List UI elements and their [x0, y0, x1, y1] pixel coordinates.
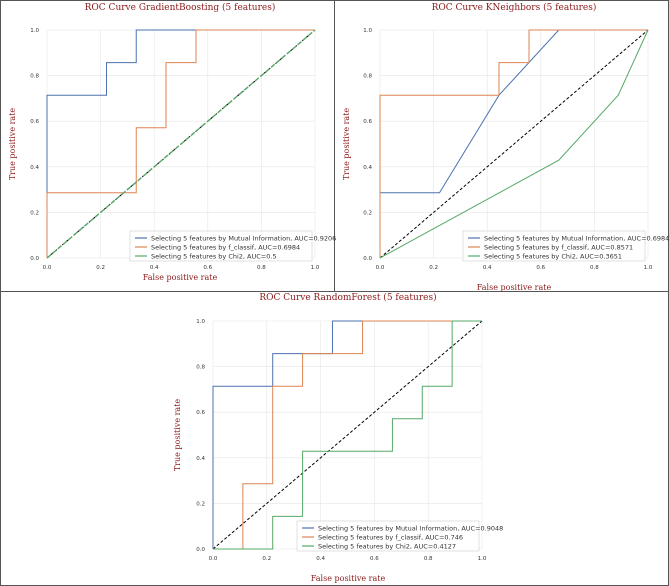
- legend-entry: Selecting 5 features by f_classif, AUC=0…: [318, 533, 463, 541]
- legend-entry: Selecting 5 features by f_classif, AUC=0…: [484, 243, 633, 251]
- x-tick-label: 0.4: [150, 265, 159, 271]
- y-tick-label: 0.4: [363, 165, 372, 171]
- x-tick-label: 0.4: [483, 265, 492, 271]
- y-tick-label: 0.2: [196, 501, 205, 507]
- x-tick-label: 0.8: [257, 265, 266, 271]
- x-tick-label: 0.0: [376, 265, 385, 271]
- x-tick-label: 0.2: [262, 556, 271, 562]
- y-tick-label: 0.6: [30, 119, 39, 125]
- x-tick-label: 1.0: [478, 556, 487, 562]
- x-tick-label: 1.0: [644, 265, 653, 271]
- roc-series-line: [213, 320, 482, 550]
- y-tick-label: 0.8: [30, 74, 39, 80]
- legend-entry: Selecting 5 features by Mutual Informati…: [484, 234, 669, 242]
- x-axis-label: False positive rate: [477, 283, 552, 292]
- x-tick-label: 0.0: [43, 265, 52, 271]
- chart-title: ROC Curve RandomForest (5 features): [259, 292, 436, 303]
- y-tick-label: 0.2: [363, 210, 372, 216]
- x-tick-label: 0.2: [429, 265, 438, 271]
- roc-series-line: [46, 29, 315, 258]
- y-tick-label: 0.6: [196, 410, 205, 416]
- y-tick-label: 0.2: [30, 210, 39, 216]
- chart-title: ROC Curve GradientBoosting (5 features): [85, 2, 276, 13]
- y-tick-label: 0.0: [196, 547, 205, 553]
- y-tick-label: 0.0: [363, 256, 372, 262]
- y-tick-label: 0.6: [363, 119, 372, 125]
- y-tick-label: 1.0: [363, 28, 372, 34]
- x-tick-label: 0.8: [590, 265, 599, 271]
- roc-panel: 0.0 0.2 0.4 0.6 0.8 1.0 0.0 0.2 0.4 0.6 0.8 1.0 Sele…: [30, 28, 336, 271]
- y-axis-label: True positive rate: [8, 108, 17, 181]
- legend-box: [296, 520, 480, 552]
- legend-box: [462, 230, 646, 262]
- x-tick-label: 1.0: [311, 265, 320, 271]
- y-tick-label: 0.4: [30, 165, 39, 171]
- x-axis-label: False positive rate: [143, 273, 218, 282]
- legend-entry: Selecting 5 features by Chi2, AUC=0.4127: [318, 542, 456, 550]
- x-tick-label: 0.8: [424, 556, 433, 562]
- x-tick-label: 0.4: [316, 556, 325, 562]
- legend-entry: Selecting 5 features by Mutual Informati…: [151, 234, 336, 242]
- roc-series-line: [379, 29, 649, 259]
- y-axis-label: True positive rate: [173, 399, 182, 472]
- legend: Selecting 5 features by Mutual Informati…: [462, 230, 669, 262]
- legend-box: [129, 230, 313, 262]
- x-tick-label: 0.6: [370, 556, 379, 562]
- y-axis-label: True positive rate: [342, 108, 351, 181]
- chance-diagonal: [212, 320, 483, 550]
- legend-entry: Selecting 5 features by Chi2, AUC=0.5: [151, 252, 277, 260]
- y-tick-label: 0.4: [196, 456, 205, 462]
- x-tick-label: 0.6: [536, 265, 545, 271]
- roc-series-line: [379, 29, 648, 258]
- y-tick-label: 0.8: [196, 365, 205, 371]
- roc-series-line: [46, 29, 316, 259]
- legend: Selecting 5 features by Mutual Informati…: [129, 230, 336, 262]
- roc-panel: 0.0 0.2 0.4 0.6 0.8 1.0 0.0 0.2 0.4 0.6 0.8 1.0 Sele…: [196, 319, 503, 562]
- legend-entry: Selecting 5 features by f_classif, AUC=0…: [151, 243, 300, 251]
- x-tick-label: 0.0: [209, 556, 218, 562]
- y-tick-label: 1.0: [30, 28, 39, 34]
- y-tick-label: 1.0: [196, 319, 205, 325]
- plot-areas: 0.0 0.2 0.4 0.6 0.8 1.0 0.0 0.2 0.4 0.6 0.8 1.0 Sele…: [30, 28, 669, 562]
- chance-diagonal: [379, 29, 649, 259]
- legend-entry: Selecting 5 features by Mutual Informati…: [318, 524, 503, 532]
- x-tick-label: 0.2: [96, 265, 105, 271]
- y-tick-label: 0.8: [363, 74, 372, 80]
- legend-entry: Selecting 5 features by Chi2, AUC=0.3651: [484, 252, 622, 260]
- chart-title: ROC Curve KNeighbors (5 features): [432, 2, 597, 13]
- roc-series-line: [213, 320, 482, 550]
- legend: Selecting 5 features by Mutual Informati…: [296, 520, 503, 552]
- roc-series-line: [46, 29, 315, 258]
- roc-panel: 0.0 0.2 0.4 0.6 0.8 1.0 0.0 0.2 0.4 0.6 0.8 1.0 Sele…: [363, 28, 669, 271]
- x-axis-label: False positive rate: [311, 574, 386, 583]
- y-tick-label: 0.0: [30, 256, 39, 262]
- x-tick-label: 0.6: [203, 265, 212, 271]
